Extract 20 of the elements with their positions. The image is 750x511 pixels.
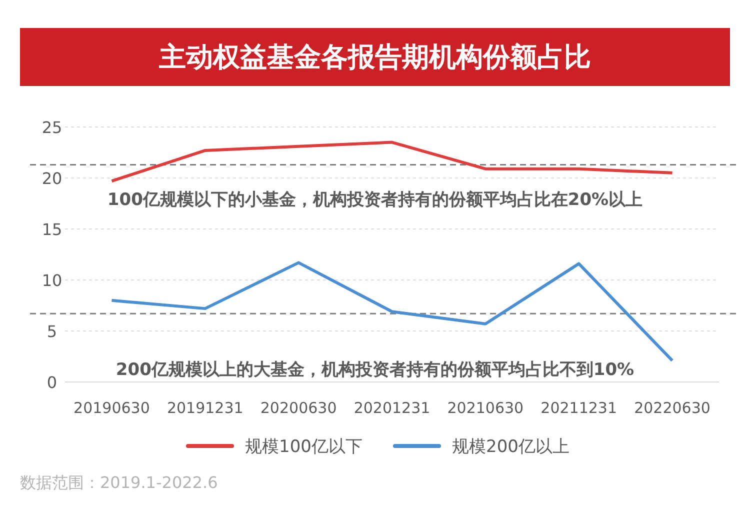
x-tick-label: 20200630 xyxy=(260,399,337,417)
y-tick-label: 15 xyxy=(42,220,62,239)
x-tick-label: 20201231 xyxy=(354,399,430,417)
y-tick-label: 0 xyxy=(46,373,58,392)
y-tick-label: 5 xyxy=(46,322,58,341)
x-tick-label: 20190630 xyxy=(74,399,150,417)
x-tick-label: 20211231 xyxy=(540,399,618,417)
x-tick-label: 20220630 xyxy=(634,399,710,417)
legend-label: 规模100亿以下 xyxy=(245,437,362,457)
x-tick-label: 20210630 xyxy=(447,399,524,417)
y-tick-label: 25 xyxy=(42,118,62,137)
text: 数据范围：2019.1-2022.6 xyxy=(20,473,218,492)
annotation: 100亿规模以下的小基金，机构投资者持有的份额平均占比在20%以上 xyxy=(107,190,643,210)
y-tick-label: 20 xyxy=(42,169,62,188)
y-tick-label: 10 xyxy=(42,271,62,290)
legend-label: 规模200亿以上 xyxy=(452,437,570,457)
chart-title: 主动权益基金各报告期机构份额占比 xyxy=(158,42,591,73)
x-tick-label: 20191231 xyxy=(166,399,244,417)
line-series xyxy=(110,140,674,183)
annotation: 200亿规模以上的大基金，机构投资者持有的份额平均占比不到10% xyxy=(116,360,634,380)
